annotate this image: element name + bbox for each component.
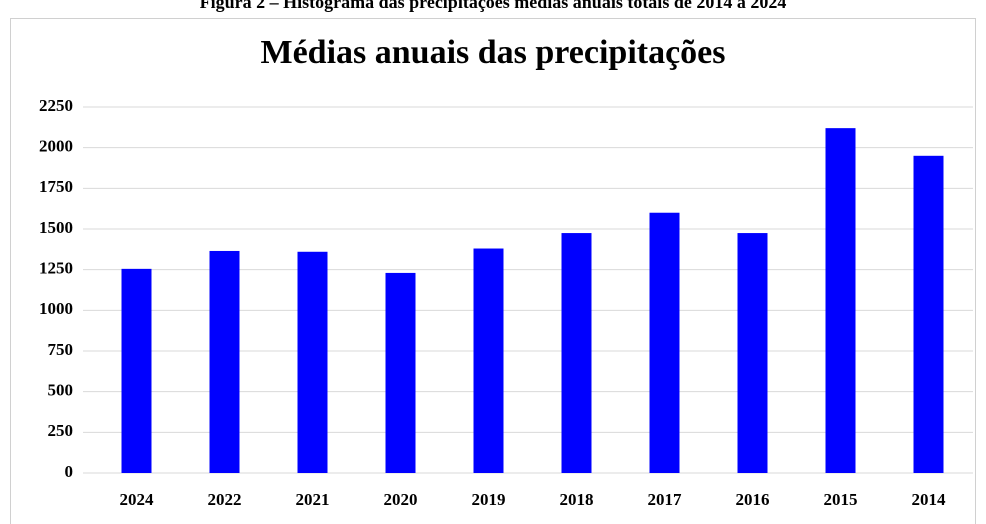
x-tick-label: 2018 bbox=[560, 490, 594, 509]
x-tick-label: 2014 bbox=[912, 490, 947, 509]
y-tick-label: 1500 bbox=[39, 218, 73, 237]
y-tick-label: 750 bbox=[48, 340, 74, 359]
chart-title: Médias anuais das precipitações bbox=[260, 34, 725, 71]
bar bbox=[825, 128, 856, 473]
bar bbox=[385, 272, 416, 473]
bar bbox=[737, 233, 768, 473]
y-tick-label: 2000 bbox=[39, 137, 73, 156]
x-tick-label: 2019 bbox=[472, 490, 506, 509]
bar bbox=[913, 155, 944, 474]
chart-border bbox=[10, 18, 976, 524]
y-tick-label: 1000 bbox=[39, 299, 73, 318]
x-tick-label: 2016 bbox=[736, 490, 770, 509]
y-tick-label: 500 bbox=[48, 381, 74, 400]
x-tick-label: 2020 bbox=[384, 490, 418, 509]
y-tick-label: 250 bbox=[48, 421, 74, 440]
y-tick-label: 2250 bbox=[39, 96, 73, 115]
x-tick-label: 2024 bbox=[120, 490, 155, 509]
y-tick-label: 0 bbox=[65, 462, 74, 481]
x-tick-label: 2017 bbox=[648, 490, 683, 509]
figure-caption: Figura 2 – Histograma das precipitações … bbox=[200, 0, 787, 12]
bar bbox=[561, 233, 592, 473]
y-tick-label: 1750 bbox=[39, 177, 73, 196]
bar bbox=[473, 248, 504, 473]
bar bbox=[209, 250, 240, 473]
y-tick-label: 1250 bbox=[39, 259, 73, 278]
bar bbox=[121, 268, 152, 473]
x-tick-label: 2021 bbox=[296, 490, 330, 509]
x-tick-label: 2022 bbox=[208, 490, 242, 509]
x-tick-label: 2015 bbox=[824, 490, 858, 509]
bar bbox=[297, 251, 328, 473]
bar bbox=[649, 212, 680, 473]
